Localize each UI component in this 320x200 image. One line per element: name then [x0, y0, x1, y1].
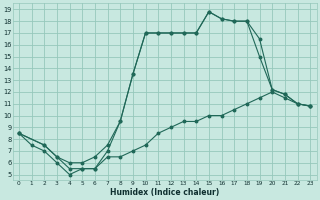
X-axis label: Humidex (Indice chaleur): Humidex (Indice chaleur) [110, 188, 219, 197]
